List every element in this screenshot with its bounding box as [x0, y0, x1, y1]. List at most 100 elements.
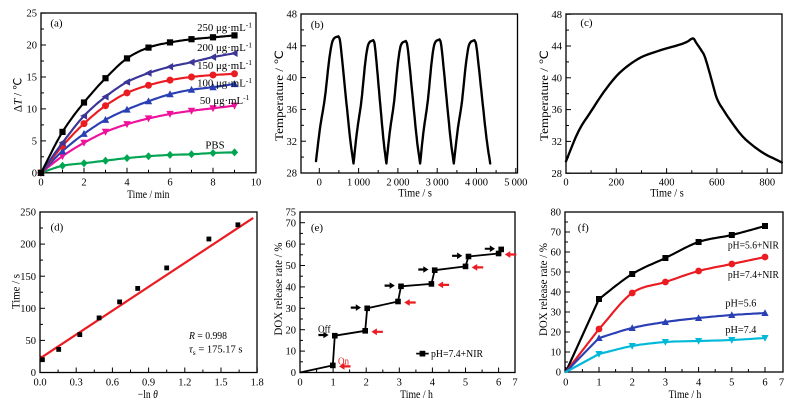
svg-text:200: 200 — [608, 178, 624, 189]
svg-text:0: 0 — [32, 168, 37, 179]
svg-text:44: 44 — [552, 42, 563, 53]
svg-text:8: 8 — [210, 178, 215, 189]
svg-text:Time / min: Time / min — [127, 189, 170, 201]
svg-text:Temperature / ℃: Temperature / ℃ — [539, 50, 551, 141]
svg-text:5: 5 — [463, 378, 468, 389]
svg-text:0: 0 — [563, 178, 568, 189]
svg-text:32: 32 — [552, 137, 563, 148]
svg-text:75: 75 — [286, 208, 297, 219]
svg-text:0.0: 0.0 — [33, 378, 46, 389]
svg-text:4: 4 — [124, 178, 130, 189]
svg-text:10: 10 — [251, 178, 262, 189]
svg-text:PBS: PBS — [205, 140, 224, 152]
svg-text:48: 48 — [287, 10, 298, 21]
svg-text:0: 0 — [38, 178, 43, 189]
svg-text:DOX release rate / %: DOX release rate / % — [538, 243, 550, 336]
svg-text:100: 100 — [20, 304, 36, 315]
svg-text:(e): (e) — [311, 222, 324, 234]
svg-text:150: 150 — [20, 272, 36, 283]
svg-text:4: 4 — [696, 378, 702, 389]
svg-text:Time / s: Time / s — [11, 274, 23, 309]
svg-text:50 μg·mL-1: 50 μg·mL-1 — [200, 93, 250, 107]
svg-text:0: 0 — [317, 178, 322, 189]
svg-text:400: 400 — [659, 178, 675, 189]
svg-text:6: 6 — [762, 378, 767, 389]
svg-text:10: 10 — [27, 105, 38, 116]
svg-text:1.2: 1.2 — [178, 378, 191, 389]
svg-text:2: 2 — [81, 178, 86, 189]
svg-text:(c): (c) — [580, 17, 593, 29]
svg-text:3: 3 — [663, 378, 668, 389]
svg-text:20: 20 — [286, 325, 297, 336]
svg-text:48: 48 — [552, 10, 563, 21]
svg-text:20: 20 — [27, 41, 38, 52]
svg-text:Time / h: Time / h — [669, 389, 702, 401]
svg-text:pH=7.4: pH=7.4 — [725, 325, 757, 336]
svg-text:600: 600 — [709, 178, 725, 189]
svg-text:Time / h: Time / h — [400, 389, 433, 401]
svg-text:DOX release rate / %: DOX release rate / % — [273, 242, 285, 335]
svg-text:100 μg·mL-1: 100 μg·mL-1 — [197, 76, 252, 90]
svg-text:5: 5 — [729, 378, 734, 389]
svg-text:Temperature / ℃: Temperature / ℃ — [274, 50, 286, 141]
svg-text:1: 1 — [596, 378, 601, 389]
svg-text:20: 20 — [551, 328, 562, 339]
svg-text:28: 28 — [552, 169, 563, 180]
svg-text:50: 50 — [26, 336, 37, 347]
svg-text:36: 36 — [287, 105, 298, 116]
svg-text:50: 50 — [551, 268, 562, 279]
svg-text:6: 6 — [167, 178, 172, 189]
svg-text:pH=7.4+NIR: pH=7.4+NIR — [431, 349, 483, 360]
svg-text:50: 50 — [286, 261, 297, 272]
svg-text:0: 0 — [31, 368, 36, 379]
svg-text:0: 0 — [297, 378, 302, 389]
svg-text:30: 30 — [551, 308, 562, 319]
svg-text:0: 0 — [291, 368, 296, 379]
svg-text:1.8: 1.8 — [251, 378, 264, 389]
svg-text:On: On — [338, 356, 350, 367]
svg-text:4: 4 — [430, 378, 436, 389]
svg-text:30: 30 — [286, 304, 297, 315]
svg-text:40: 40 — [552, 73, 563, 84]
svg-text:0.3: 0.3 — [70, 378, 83, 389]
svg-text:(f): (f) — [578, 222, 589, 234]
svg-text:5 000: 5 000 — [504, 178, 527, 189]
svg-text:10: 10 — [551, 348, 562, 359]
svg-text:−ln θ: −ln θ — [138, 389, 158, 401]
svg-text:70: 70 — [551, 228, 562, 239]
svg-text:Time / s: Time / s — [650, 187, 684, 199]
svg-text:Time / s: Time / s — [398, 187, 432, 199]
svg-text:6: 6 — [496, 378, 501, 389]
svg-text:ΔT / ℃: ΔT / ℃ — [13, 78, 25, 112]
svg-text:44: 44 — [287, 41, 298, 52]
svg-text:200: 200 — [20, 240, 36, 251]
svg-text:2: 2 — [364, 378, 369, 389]
svg-text:32: 32 — [287, 137, 298, 148]
svg-text:1: 1 — [330, 378, 335, 389]
svg-text:1 000: 1 000 — [347, 178, 370, 189]
svg-text:150 μg·mL-1: 150 μg·mL-1 — [197, 58, 252, 72]
svg-text:Off: Off — [318, 325, 331, 336]
svg-text:pH=7.4+NIR: pH=7.4+NIR — [728, 270, 779, 281]
svg-text:0: 0 — [556, 368, 561, 379]
svg-text:pH=5.6: pH=5.6 — [725, 299, 756, 310]
svg-text:2: 2 — [630, 378, 635, 389]
svg-text:28: 28 — [287, 169, 298, 180]
svg-text:5: 5 — [32, 137, 37, 148]
svg-text:0.9: 0.9 — [142, 378, 155, 389]
svg-text:70: 70 — [286, 218, 297, 229]
svg-text:250: 250 — [20, 208, 36, 219]
svg-text:200 μg·mL-1: 200 μg·mL-1 — [197, 40, 252, 54]
svg-text:R = 0.998: R = 0.998 — [188, 331, 227, 342]
svg-text:(b): (b) — [311, 19, 324, 31]
svg-text:2 000: 2 000 — [386, 178, 409, 189]
svg-text:(a): (a) — [50, 18, 63, 30]
svg-text:40: 40 — [287, 73, 298, 84]
svg-text:(d): (d) — [50, 222, 63, 234]
svg-text:10: 10 — [286, 347, 297, 358]
svg-text:250 μg·mL-1: 250 μg·mL-1 — [197, 20, 252, 34]
svg-text:pH=5.6+NIR: pH=5.6+NIR — [728, 240, 779, 251]
svg-text:40: 40 — [286, 283, 297, 294]
svg-text:40: 40 — [551, 288, 562, 299]
svg-text:36: 36 — [552, 105, 563, 116]
